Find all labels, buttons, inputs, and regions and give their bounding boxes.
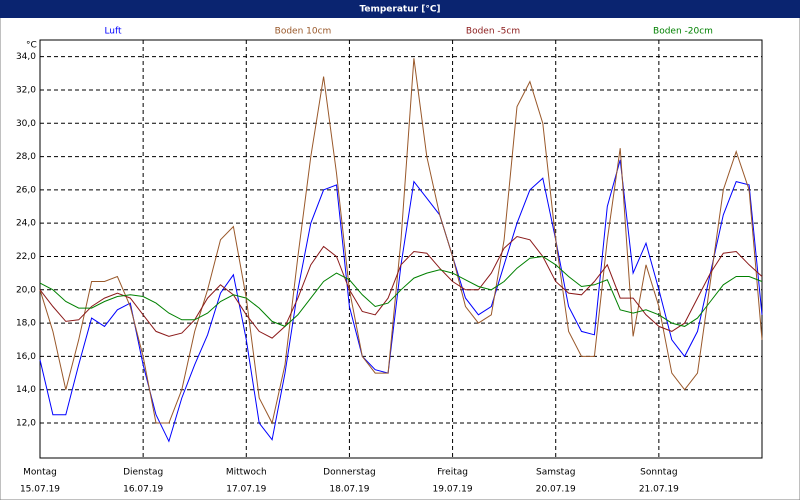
x-tick-date: 19.07.19	[433, 485, 473, 495]
x-tick-label: Donnerstag	[323, 468, 376, 478]
x-tick-label: Montag	[23, 468, 57, 478]
y-tick-label: 20,0	[16, 285, 36, 295]
y-tick-label: 18,0	[16, 319, 36, 329]
chart-title: Temperatur [°C]	[359, 5, 440, 15]
y-tick-label: 28,0	[16, 152, 36, 162]
y-tick-label: 30,0	[16, 119, 36, 129]
x-tick-date: 18.07.19	[329, 485, 369, 495]
series-line	[39, 235, 763, 339]
x-tick-label: Samstag	[536, 468, 575, 478]
x-tick-label: Freitag	[437, 468, 468, 478]
x-tick-label: Sonntag	[640, 468, 677, 478]
y-tick-label: 14,0	[16, 385, 36, 395]
x-tick-date: 16.07.19	[123, 485, 163, 495]
legend-entry: Boden -5cm	[466, 27, 520, 37]
y-tick-label: 26,0	[16, 185, 36, 195]
x-tick-date: 20.07.19	[536, 485, 576, 495]
legend-entry: Boden -20cm	[653, 27, 713, 37]
y-tick-label: 24,0	[16, 219, 36, 229]
y-tick-label: 22,0	[16, 252, 36, 262]
legend-entry: Boden 10cm	[275, 27, 332, 37]
title-bar	[0, 0, 800, 18]
series-line	[39, 255, 763, 327]
legend-entry: Luft	[104, 27, 122, 37]
plot-border	[39, 39, 763, 459]
y-tick-label: 12,0	[16, 419, 36, 429]
x-tick-date: 21.07.19	[639, 485, 679, 495]
x-tick-label: Dienstag	[123, 468, 163, 478]
y-tick-label: 32,0	[16, 85, 36, 95]
series-line	[39, 58, 763, 425]
x-tick-date: 17.07.19	[226, 485, 266, 495]
y-tick-label: 34,0	[16, 52, 36, 62]
x-tick-date: 15.07.19	[20, 485, 60, 495]
x-tick-label: Mittwoch	[226, 468, 267, 478]
y-tick-label: 16,0	[16, 352, 36, 362]
y-unit: °C	[26, 41, 37, 51]
